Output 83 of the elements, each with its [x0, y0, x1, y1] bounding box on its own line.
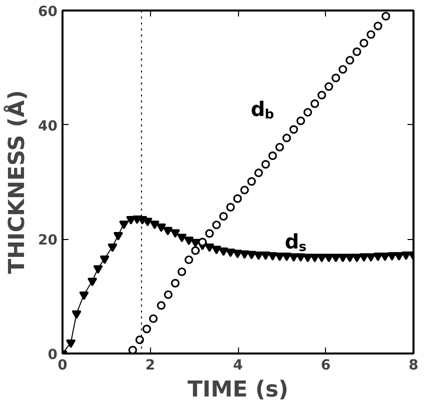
point	[150, 220, 160, 230]
point	[382, 12, 390, 21]
point	[352, 47, 362, 56]
point	[332, 74, 340, 82]
point	[156, 301, 166, 310]
point	[282, 252, 292, 262]
point	[156, 223, 166, 232]
x-axis-title: TIME (s)	[188, 378, 288, 402]
point	[164, 290, 173, 299]
point	[346, 56, 354, 65]
point	[282, 134, 291, 142]
point	[178, 267, 186, 276]
point	[310, 99, 320, 108]
point	[289, 125, 298, 134]
point	[226, 248, 236, 258]
y-axis-title: THICKNESS (Å)	[3, 90, 30, 274]
point	[401, 251, 411, 260]
point	[212, 220, 221, 230]
point	[274, 252, 284, 262]
point	[184, 255, 194, 264]
point	[212, 246, 222, 254]
point	[100, 255, 110, 264]
point	[254, 251, 264, 260]
point	[66, 340, 76, 348]
y-tick-label: 60	[38, 4, 58, 20]
point	[119, 220, 129, 230]
point	[191, 246, 200, 255]
point	[184, 236, 194, 246]
x-tick-label: 4	[233, 358, 244, 374]
x-tick-label: 0	[58, 358, 68, 374]
point	[142, 324, 152, 334]
point	[204, 243, 214, 252]
point	[394, 252, 404, 261]
point	[205, 229, 214, 238]
point	[170, 229, 180, 238]
point	[366, 253, 376, 262]
point	[88, 278, 98, 286]
point	[324, 82, 334, 91]
point	[254, 168, 263, 178]
point	[359, 253, 369, 262]
point	[177, 234, 187, 242]
point	[149, 314, 158, 323]
point	[113, 232, 124, 241]
point	[260, 251, 270, 260]
x-tick-label: 8	[408, 358, 418, 374]
point	[374, 22, 382, 30]
y-tick-label: 0	[48, 347, 58, 363]
point	[296, 116, 306, 126]
point	[163, 226, 173, 236]
point	[232, 250, 242, 258]
point	[246, 250, 256, 260]
point	[268, 252, 278, 261]
point	[218, 247, 228, 256]
point	[240, 250, 250, 259]
point	[170, 278, 180, 288]
point	[387, 252, 397, 261]
point	[72, 310, 82, 319]
x-tick-label: 6	[320, 358, 331, 374]
point	[352, 254, 362, 262]
point	[240, 186, 249, 194]
point	[233, 194, 242, 203]
point	[360, 38, 368, 48]
point	[303, 108, 312, 117]
point	[79, 292, 89, 300]
point	[93, 265, 103, 274]
point	[261, 160, 270, 169]
point	[373, 252, 383, 262]
point	[338, 65, 348, 74]
point	[318, 90, 326, 100]
point	[296, 253, 306, 262]
point	[219, 212, 228, 221]
y-tick-label: 40	[38, 118, 58, 134]
point	[247, 177, 256, 186]
point	[275, 142, 284, 152]
y-tick-label: 20	[38, 232, 58, 249]
point	[135, 335, 144, 344]
point	[366, 30, 376, 39]
point	[226, 202, 235, 212]
point	[380, 252, 390, 262]
point	[268, 151, 277, 160]
point	[288, 253, 299, 262]
x-tick-label: 2	[145, 358, 156, 374]
point	[108, 243, 118, 252]
